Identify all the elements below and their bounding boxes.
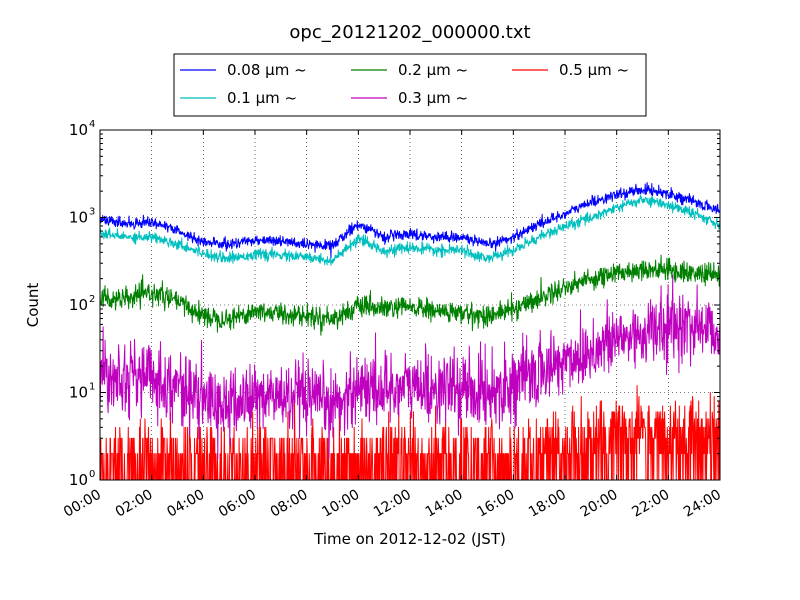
y-tick-base: 10	[69, 121, 88, 139]
legend: 0.08 μm ~ 0.1 μm ~ 0.2 μm ~ 0.3 μm ~ 0.5 μm …	[173, 53, 647, 117]
y-tick-exponent: 1	[89, 382, 95, 393]
x-tick-label: 18:00	[526, 487, 569, 521]
series-line	[100, 385, 720, 480]
series-line	[100, 254, 720, 336]
axis-ticks	[99, 129, 721, 481]
x-tick-label: 06:00	[216, 487, 259, 521]
y-tick-exponent: 3	[89, 207, 95, 218]
legend-entry: 0.2 μm ~	[351, 61, 468, 79]
x-tick-label: 14:00	[423, 487, 466, 521]
series-line	[100, 194, 720, 266]
legend-entry: 0.1 μm ~	[180, 89, 297, 107]
legend-entry: 0.5 μm ~	[512, 61, 629, 79]
y-tick-label: 10 4	[69, 119, 95, 139]
x-tick-label: 04:00	[164, 487, 207, 521]
y-tick-exponent: 0	[89, 469, 95, 480]
legend-label: 0.3 μm ~	[398, 89, 468, 107]
legend-label: 0.2 μm ~	[398, 61, 468, 79]
x-tick-label: 00:00	[61, 487, 104, 521]
x-tick-label: 02:00	[113, 487, 156, 521]
x-tick-label: 20:00	[578, 487, 621, 521]
x-axis-label: Time on 2012-12-02 (JST)	[313, 530, 506, 548]
x-tick-labels: 00:00 02:00 04:00 06:00 08:00 10:00 12:00 14:00…	[61, 487, 724, 521]
x-tick-label: 08:00	[268, 487, 311, 521]
y-tick-exponent: 2	[89, 294, 95, 305]
legend-entry: 0.3 μm ~	[351, 89, 468, 107]
x-tick-label: 16:00	[474, 487, 517, 521]
series-line	[100, 182, 720, 259]
y-axis-label: Count	[24, 283, 42, 328]
legend-entry: 0.08 μm ~	[180, 61, 307, 79]
y-tick-exponent: 4	[89, 119, 95, 130]
legend-label: 0.08 μm ~	[227, 61, 307, 79]
series-line	[100, 274, 720, 460]
chart-title: opc_20121202_000000.txt	[289, 22, 530, 43]
y-tick-base: 10	[69, 209, 88, 227]
series-layer	[100, 182, 720, 480]
y-tick-label: 10 3	[69, 207, 95, 227]
x-tick-label: 24:00	[681, 487, 724, 521]
y-tick-base: 10	[69, 296, 88, 314]
y-tick-label: 10 0	[69, 469, 95, 489]
y-tick-label: 10 2	[69, 294, 95, 314]
x-tick-label: 12:00	[371, 487, 414, 521]
legend-label: 0.5 μm ~	[559, 61, 629, 79]
x-tick-label: 10:00	[319, 487, 362, 521]
legend-label: 0.1 μm ~	[227, 89, 297, 107]
x-tick-label: 22:00	[629, 487, 672, 521]
y-tick-base: 10	[69, 471, 88, 489]
y-tick-label: 10 1	[69, 382, 95, 402]
y-tick-base: 10	[69, 384, 88, 402]
grid-lines	[100, 130, 720, 480]
